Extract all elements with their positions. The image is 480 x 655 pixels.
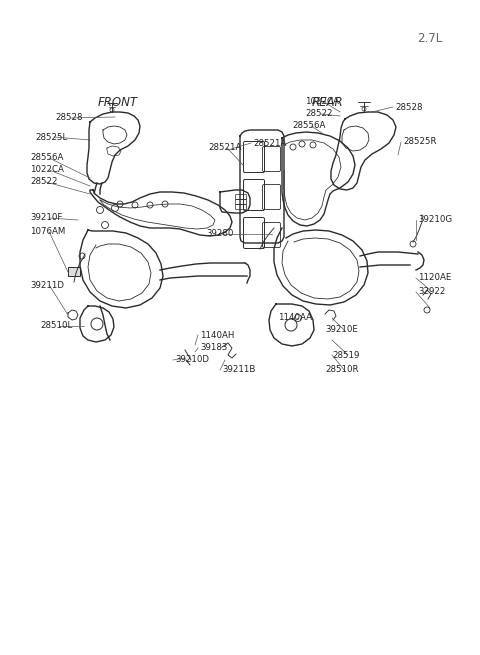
Text: 28519: 28519 (332, 350, 360, 360)
Text: 28521A: 28521A (208, 143, 241, 153)
Text: 28556A: 28556A (30, 153, 63, 162)
Text: 1120AE: 1120AE (418, 274, 451, 282)
Text: 28521A: 28521A (253, 138, 287, 147)
Text: 28525R: 28525R (403, 138, 436, 147)
Text: 39183: 39183 (200, 343, 228, 352)
Bar (68, 267, 80, 276)
Text: REAR: REAR (312, 96, 344, 109)
Text: FRONT: FRONT (98, 96, 138, 109)
Text: 1022CA: 1022CA (305, 98, 339, 107)
Text: 39280: 39280 (206, 229, 233, 238)
Text: 28510L: 28510L (40, 322, 72, 331)
Text: 39211D: 39211D (30, 280, 64, 290)
Text: 1022CA: 1022CA (30, 166, 64, 174)
Text: 28525L: 28525L (35, 132, 67, 141)
Text: 28528: 28528 (55, 113, 83, 122)
Text: 2.7L: 2.7L (418, 31, 443, 45)
Text: 39210F: 39210F (30, 214, 62, 223)
Text: 1076AM: 1076AM (30, 227, 65, 236)
Text: 39210E: 39210E (325, 326, 358, 335)
Text: 39210D: 39210D (175, 356, 209, 364)
Text: 28528: 28528 (395, 102, 422, 111)
Text: 1140AA: 1140AA (278, 314, 312, 322)
Text: 32922: 32922 (418, 288, 445, 297)
Text: 39211B: 39211B (222, 365, 255, 375)
Text: 28556A: 28556A (292, 121, 325, 130)
Text: 28522: 28522 (305, 109, 333, 119)
Text: 1140AH: 1140AH (200, 331, 234, 339)
Text: 39210G: 39210G (418, 215, 452, 225)
Text: 28522: 28522 (30, 178, 58, 187)
Text: 28510R: 28510R (325, 365, 359, 375)
